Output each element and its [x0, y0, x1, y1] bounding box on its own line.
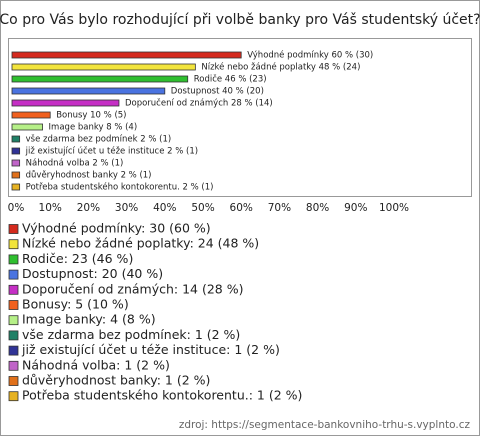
x-tick-label: 40%: [153, 202, 176, 214]
source: zdroj: https://segmentace-bankovniho-trh…: [179, 419, 471, 431]
legend-swatch: [8, 330, 19, 341]
legend-swatch: [8, 254, 19, 265]
bar: [11, 135, 21, 143]
legend-label: Náhodná volba: 1 (2 %): [22, 357, 170, 372]
legend-swatch: [8, 315, 19, 326]
bar-label: vše zdarma bez podmínek 2 % (1): [26, 134, 172, 145]
legend-swatch: [8, 284, 19, 295]
legend-label: Bonusy: 5 (10 %): [22, 297, 129, 312]
legend-swatch: [8, 376, 19, 386]
legend-label: vše zdarma bez podmínek: 1 (2 %): [22, 327, 240, 342]
legend-label: Potřeba studentského kontokorentu.: 1 (2…: [22, 388, 302, 403]
x-tick-label: 50%: [191, 202, 214, 214]
bar-label: Náhodná volba 2 % (1): [26, 159, 124, 169]
x-tick-label: 60%: [230, 202, 253, 214]
bar-label: Image banky 8 % (4): [49, 123, 138, 133]
bar: [11, 63, 196, 71]
bar: [11, 147, 21, 155]
legend-label: Rodiče: 23 (46 %): [22, 251, 133, 266]
bar-label: Dostupnost 40 % (20): [171, 87, 264, 97]
chart-title: Co pro Vás bylo rozhodující při volbě ba…: [0, 12, 480, 28]
bar-label: již existující účet u téže instituce 2 %…: [25, 146, 198, 157]
x-tick-label: 70%: [268, 202, 291, 214]
legend-label: Dostupnost: 20 (40 %): [22, 266, 163, 281]
legend-label: Nízké nebo žádné poplatky: 24 (48 %): [22, 236, 259, 251]
bar-label: důvěryhodnost banky 2 % (1): [26, 170, 152, 181]
bar-label: Výhodné podmínky 60 % (30): [247, 50, 373, 61]
bar: [11, 183, 21, 191]
x-tick-label: 80%: [306, 202, 329, 214]
legend-swatch: [8, 300, 19, 310]
x-tick-label: 0%: [8, 202, 25, 214]
legend-swatch: [8, 345, 19, 356]
legend-swatch: [8, 391, 19, 402]
legend-swatch: [8, 360, 19, 371]
legend-swatch: [8, 224, 19, 234]
bar-label: Nízké nebo žádné poplatky 48 % (24): [201, 62, 360, 73]
bar-label: Rodiče 46 % (23): [194, 74, 267, 85]
bar-label: Bonusy 10 % (5): [56, 111, 126, 121]
bar: [11, 51, 242, 59]
x-tick-label: 20%: [77, 202, 100, 214]
bar: [11, 111, 51, 119]
legend-label: Image banky: 4 (8 %): [22, 312, 156, 327]
x-tick-label: 10%: [39, 202, 62, 214]
legend-swatch: [8, 239, 19, 250]
bar: [11, 99, 120, 107]
legend-label: důvěryhodnost banky: 1 (2 %): [22, 373, 210, 388]
x-tick-label: 30%: [115, 202, 138, 214]
x-tick-label: 100%: [379, 202, 409, 214]
legend-label: Výhodné podmínky: 30 (60 %): [22, 221, 211, 236]
legend-label: Doporučení od známých: 14 (28 %): [22, 281, 244, 296]
bar-label: Doporučení od známých 28 % (14): [125, 98, 273, 109]
bar: [11, 159, 21, 167]
x-tick-label: 90%: [344, 202, 367, 214]
legend-label: již existující účet u téže instituce: 1 …: [21, 342, 280, 357]
bar-label: Potřeba studentského kontokorentu. 2 % (…: [26, 182, 214, 193]
bar: [11, 87, 166, 95]
bar: [11, 171, 21, 179]
bar: [11, 75, 189, 83]
legend-swatch: [8, 269, 19, 280]
bar: [11, 123, 43, 131]
